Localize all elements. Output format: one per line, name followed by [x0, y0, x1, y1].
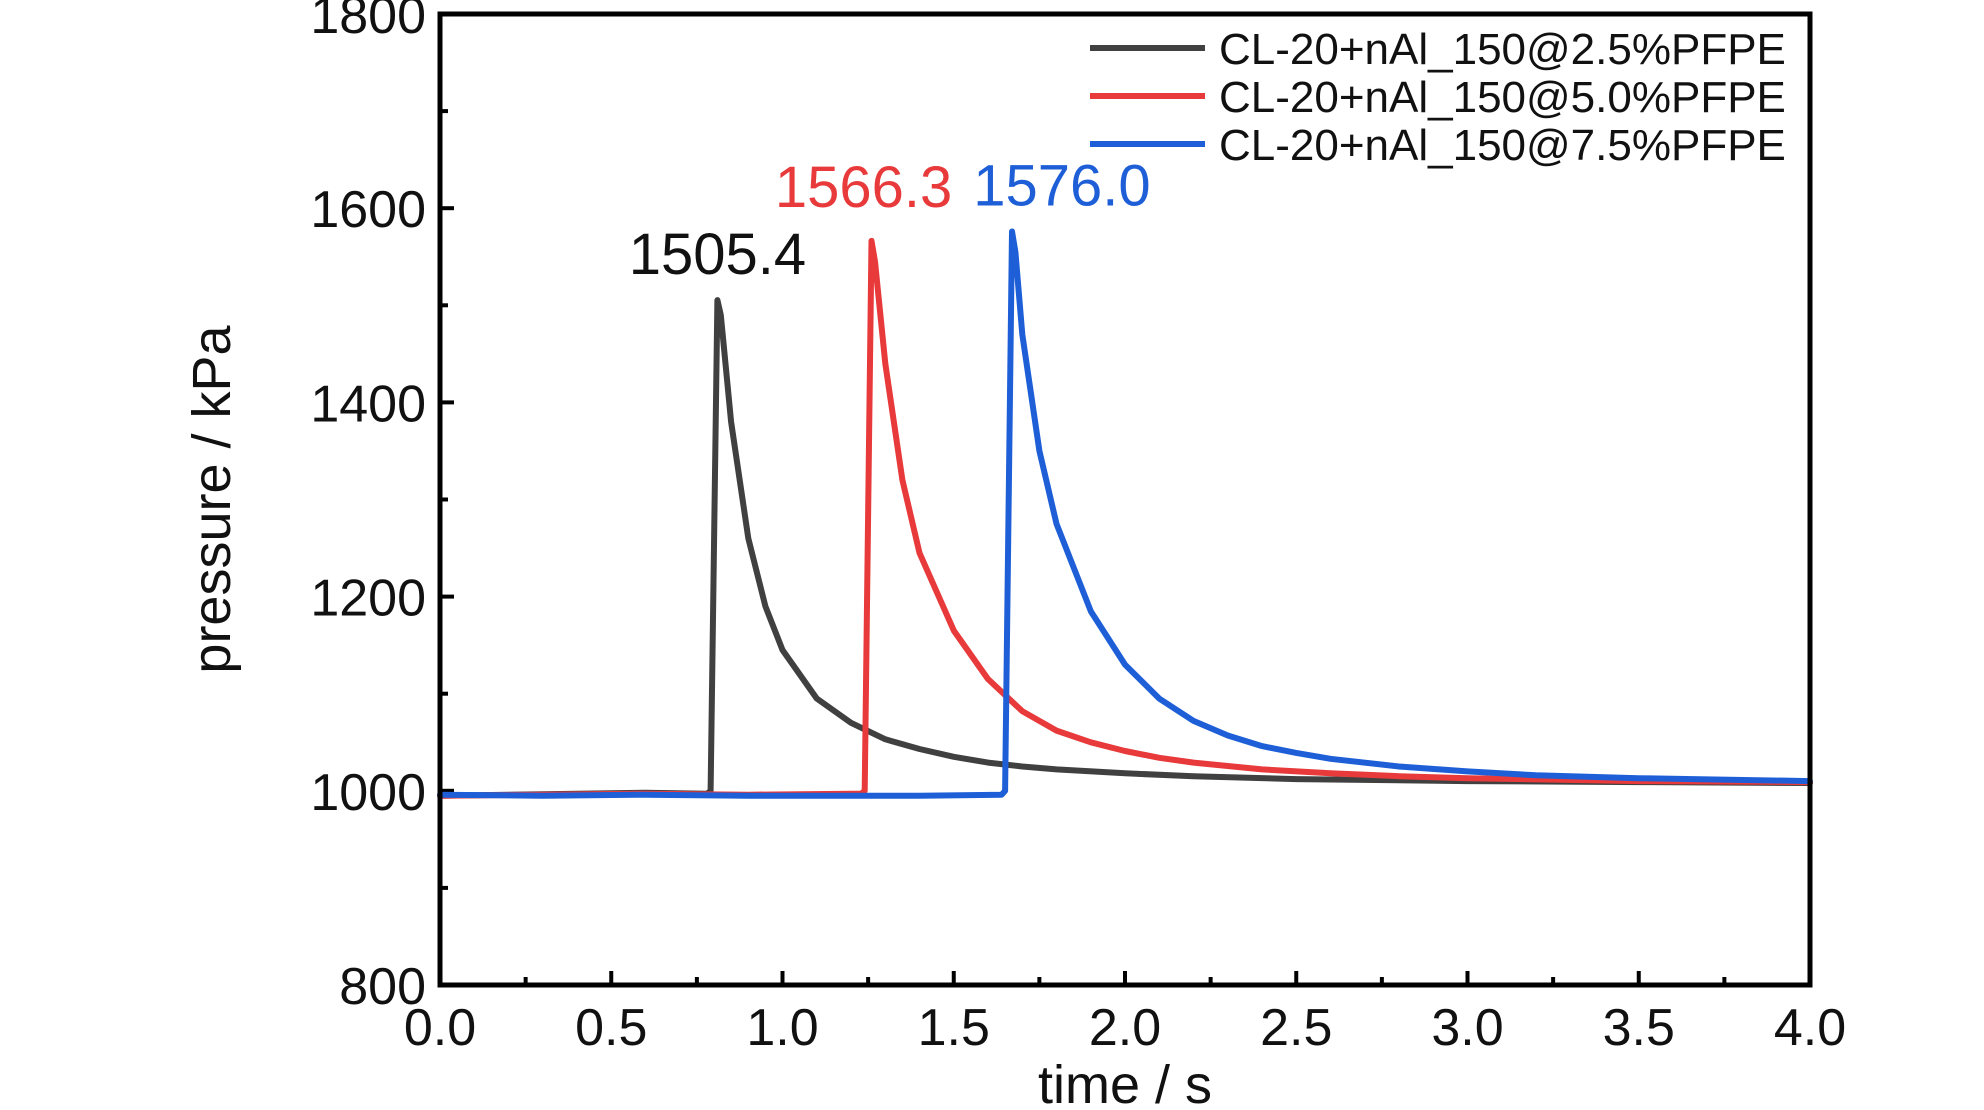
y-axis-title: pressure / kPa [182, 324, 242, 673]
y-tick-label: 1400 [310, 375, 426, 433]
legend-label-1: CL-20+nAl_150@2.5%PFPE [1219, 25, 1786, 74]
y-tick-label: 1600 [310, 181, 426, 239]
series-line-2 [437, 237, 1813, 799]
x-tick-label: 2.5 [1260, 999, 1332, 1057]
axis-ticks: 0.0 0.5 1.0 1.5 2.0 2.5 3.0 3.5 4.0 800 1000 1200 14… [310, 0, 1846, 1057]
x-tick-label: 1.0 [746, 999, 818, 1057]
x-tick-label: 2.0 [1089, 999, 1161, 1057]
y-tick-label: 800 [339, 958, 426, 1016]
x-axis-title: time / s [1038, 1055, 1212, 1110]
peak-label-1: 1505.4 [629, 222, 806, 287]
y-tick-label: 1200 [310, 570, 426, 628]
y-tick-label: 1800 [310, 0, 426, 45]
legend-label-3: CL-20+nAl_150@7.5%PFPE [1219, 121, 1786, 170]
x-tick-label: 3.5 [1603, 999, 1675, 1057]
series-line-3 [437, 228, 1813, 799]
peak-label-2: 1566.3 [775, 155, 952, 220]
x-tick-label: 3.0 [1431, 999, 1503, 1057]
y-tick-label: 1000 [310, 764, 426, 822]
legend-label-2: CL-20+nAl_150@5.0%PFPE [1219, 73, 1786, 122]
x-tick-label: 4.0 [1774, 999, 1846, 1057]
legend: CL-20+nAl_150@2.5%PFPECL-20+nAl_150@5.0%… [1090, 25, 1786, 170]
series-line-1 [437, 297, 1813, 799]
peak-label-3: 1576.0 [973, 154, 1150, 219]
x-tick-label: 1.5 [918, 999, 990, 1057]
x-tick-label: 0.5 [575, 999, 647, 1057]
series-lines [437, 228, 1813, 799]
plot-frame [437, 11, 1813, 988]
x-tick-label: 0.0 [404, 999, 476, 1057]
